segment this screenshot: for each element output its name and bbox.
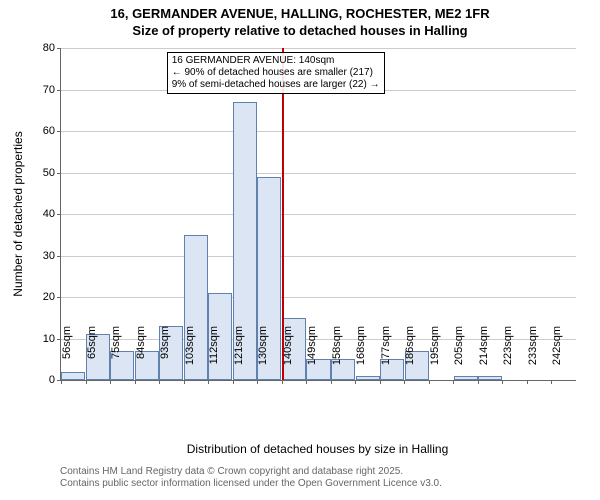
x-tick-label: 103sqm [184, 326, 196, 386]
x-tick-label: 242sqm [551, 326, 563, 386]
x-axis-label: Distribution of detached houses by size … [187, 442, 448, 456]
x-tick-label: 112sqm [208, 326, 220, 386]
x-tick-label: 93sqm [159, 326, 171, 386]
annotation-box: 16 GERMANDER AVENUE: 140sqm← 90% of deta… [167, 52, 385, 94]
gridline [61, 173, 576, 174]
x-tick-label: 186sqm [404, 326, 416, 386]
x-tick-label: 130sqm [257, 326, 269, 386]
gridline [61, 256, 576, 257]
annotation-line-2: ← 90% of detached houses are smaller (21… [172, 67, 380, 79]
y-tick-label: 10 [43, 333, 61, 345]
plot-area: 0102030405060708056sqm65sqm75sqm84sqm93s… [60, 48, 576, 381]
x-tick-label: 158sqm [331, 326, 343, 386]
x-tick-label: 149sqm [306, 326, 318, 386]
x-tick-label: 121sqm [233, 326, 245, 386]
gridline [61, 131, 576, 132]
y-tick-label: 20 [43, 291, 61, 303]
chart-container: 16, GERMANDER AVENUE, HALLING, ROCHESTER… [0, 0, 600, 500]
x-tick-label: 65sqm [86, 326, 98, 386]
x-tick-label: 168sqm [355, 326, 367, 386]
footer-attribution: Contains HM Land Registry data © Crown c… [60, 466, 442, 490]
y-tick-label: 50 [43, 167, 61, 179]
footer-line-1: Contains HM Land Registry data © Crown c… [60, 466, 442, 478]
title-line-2: Size of property relative to detached ho… [0, 23, 600, 40]
gridline [61, 214, 576, 215]
x-tick-label: 195sqm [429, 326, 441, 386]
annotation-line-3: 9% of semi-detached houses are larger (2… [172, 79, 380, 91]
reference-line [282, 48, 284, 380]
x-tick-label: 205sqm [453, 326, 465, 386]
gridline [61, 297, 576, 298]
y-axis-label: Number of detached properties [11, 131, 25, 296]
x-tick-label: 56sqm [61, 326, 73, 386]
y-tick-label: 60 [43, 125, 61, 137]
y-tick-label: 40 [43, 208, 61, 220]
x-tick-label: 177sqm [380, 326, 392, 386]
x-tick-label: 223sqm [502, 326, 514, 386]
annotation-line-1: 16 GERMANDER AVENUE: 140sqm [172, 55, 380, 67]
y-tick-label: 0 [49, 374, 61, 386]
x-tick-label: 214sqm [478, 326, 490, 386]
chart-title-block: 16, GERMANDER AVENUE, HALLING, ROCHESTER… [0, 0, 600, 40]
y-tick-label: 80 [43, 42, 61, 54]
title-line-1: 16, GERMANDER AVENUE, HALLING, ROCHESTER… [0, 6, 600, 23]
gridline [61, 48, 576, 49]
x-tick-label: 84sqm [135, 326, 147, 386]
footer-line-2: Contains public sector information licen… [60, 478, 442, 490]
y-tick-label: 30 [43, 250, 61, 262]
x-tick-label: 233sqm [527, 326, 539, 386]
y-tick-label: 70 [43, 84, 61, 96]
x-tick-label: 75sqm [110, 326, 122, 386]
